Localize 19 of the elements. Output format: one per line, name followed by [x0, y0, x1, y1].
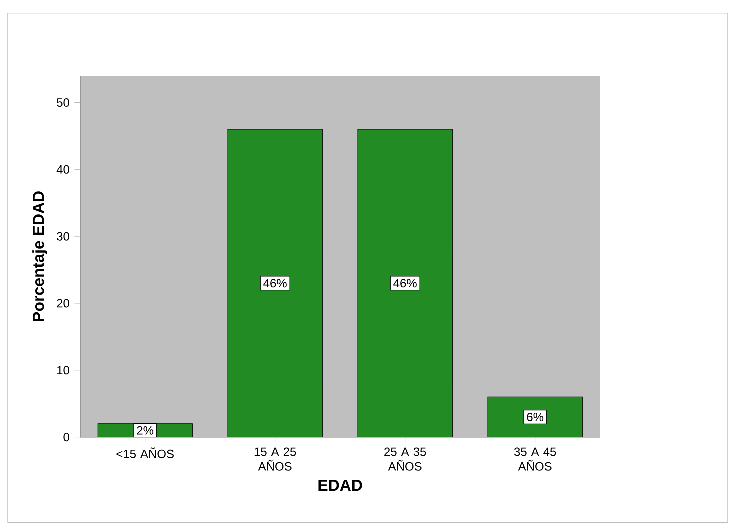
data-label: 46% — [394, 279, 417, 288]
y-tick-label: 40 — [56, 166, 70, 174]
x-tick-label: 25 A 35 AÑOS — [384, 448, 426, 472]
x-tick-label: 35 A 45 AÑOS — [514, 448, 556, 472]
y-axis-title: Porcentaje EDAD — [32, 192, 48, 322]
bar — [228, 129, 323, 438]
y-tick-label: 30 — [57, 232, 70, 242]
x-axis-title: EDAD — [318, 480, 362, 492]
data-label: 46% — [264, 279, 287, 288]
bar — [358, 129, 453, 438]
x-tick-label: <15 AÑOS — [116, 448, 174, 459]
y-tick-label: 20 — [57, 299, 70, 308]
y-tick-label: 0 — [64, 433, 70, 442]
y-tick-label: 50 — [57, 98, 70, 108]
data-label: 6% — [527, 413, 544, 422]
y-tick-label: 10 — [58, 366, 70, 375]
x-tick-label: 15 A 25 AÑOS — [254, 448, 296, 472]
bar — [488, 397, 583, 438]
data-label: 2% — [137, 426, 154, 436]
